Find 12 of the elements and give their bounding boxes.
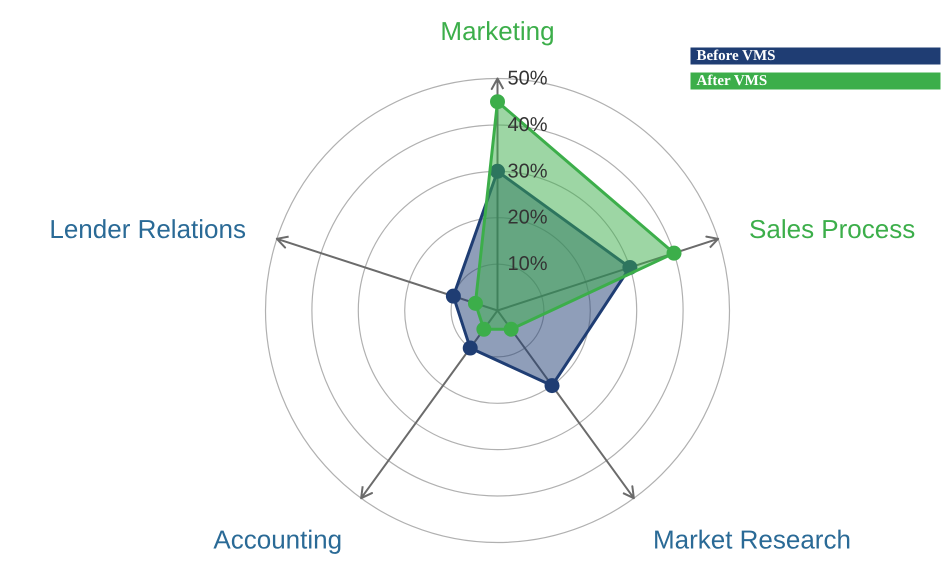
spoke-label: Market Research <box>652 524 851 554</box>
y-tick-label: 20% <box>508 206 548 229</box>
y-tick-label: 50% <box>508 68 548 90</box>
text: After VMS <box>696 73 768 89</box>
spoke-label: Marketing <box>440 16 555 46</box>
y-tick-label: 40% <box>508 114 548 136</box>
y-tick-label: 30% <box>508 160 548 182</box>
spoke-label: Lender Relations <box>49 214 246 244</box>
spoke-label: Accounting <box>213 524 342 554</box>
text: Before VMS <box>696 48 776 64</box>
spoke-label: Sales Process <box>749 214 916 244</box>
y-tick-label: 10% <box>508 253 548 276</box>
